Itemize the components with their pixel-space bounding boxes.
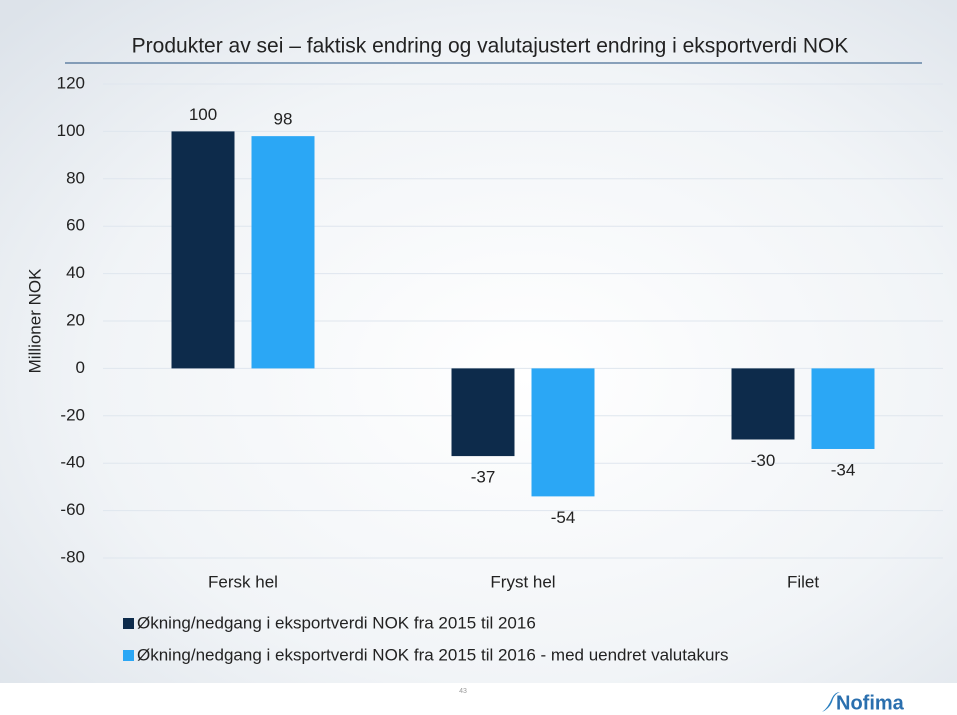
y-tick-label: 40 [66, 263, 85, 282]
value-label: 98 [274, 110, 293, 129]
y-tick-label: -60 [60, 500, 85, 519]
page-number: 43 [459, 688, 467, 695]
value-label: -54 [551, 508, 576, 527]
bar [251, 136, 315, 369]
y-tick-label: 120 [57, 73, 85, 92]
bar [451, 368, 515, 457]
bar [731, 368, 795, 440]
footer [0, 683, 957, 715]
y-tick-label: 0 [76, 358, 85, 377]
value-label: -37 [471, 468, 496, 487]
legend-label: Økning/nedgang i eksportverdi NOK fra 20… [137, 645, 729, 664]
y-axis-label: Millioner NOK [25, 268, 44, 374]
y-tick-label: 20 [66, 310, 85, 329]
background [0, 0, 957, 683]
bar [171, 131, 235, 369]
x-tick-label: Filet [787, 572, 819, 591]
logo-icon [822, 692, 840, 712]
x-tick-label: Fryst hel [490, 572, 555, 591]
logo: Nofima [836, 692, 905, 714]
y-tick-label: 60 [66, 216, 85, 235]
y-tick-label: -40 [60, 453, 85, 472]
y-tick-label: -20 [60, 405, 85, 424]
bar [531, 368, 595, 497]
bar [811, 368, 875, 449]
legend-label: Økning/nedgang i eksportverdi NOK fra 20… [137, 613, 536, 632]
value-label: 100 [189, 105, 217, 124]
y-tick-label: 100 [57, 121, 85, 140]
value-label: -34 [831, 460, 856, 479]
legend-swatch [123, 618, 134, 629]
x-tick-label: Fersk hel [208, 572, 278, 591]
chart-title: Produkter av sei – faktisk endring og va… [132, 35, 849, 58]
value-label: -30 [751, 451, 776, 470]
y-tick-label: -80 [60, 547, 85, 566]
y-tick-label: 80 [66, 168, 85, 187]
legend-swatch [123, 650, 134, 661]
